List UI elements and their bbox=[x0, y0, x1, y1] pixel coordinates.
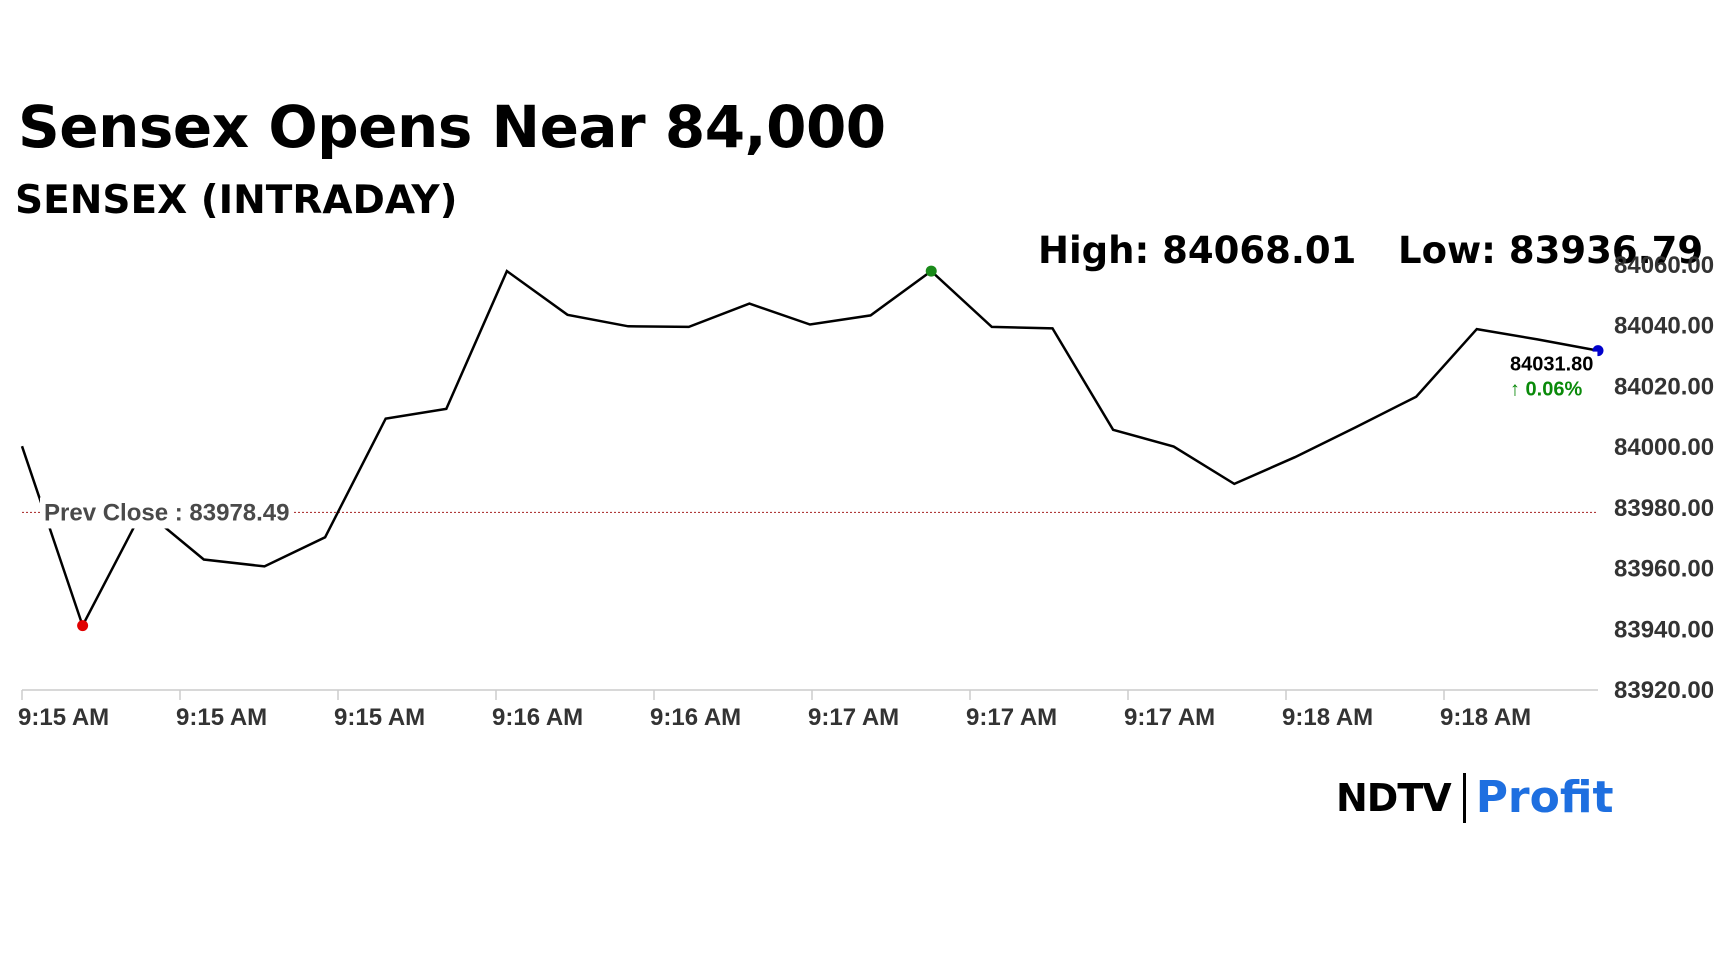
x-tick-label: 9:15 AM bbox=[334, 704, 425, 731]
x-tick-label: 9:17 AM bbox=[966, 704, 1057, 731]
last-change-label: ↑ 0.06% bbox=[1510, 379, 1582, 401]
day-high-stat: High: 84068.01 bbox=[1038, 229, 1357, 272]
price-line bbox=[20, 269, 1599, 629]
intraday-line-chart: 83920.00 83940.00 83960.00 83980.00 84000.00… bbox=[18, 252, 1714, 731]
x-tick-label: 9:15 AM bbox=[18, 704, 109, 731]
x-tick-label: 9:15 AM bbox=[176, 704, 267, 731]
y-tick-label: 83960.00 bbox=[1614, 556, 1714, 583]
x-tick-label: 9:18 AM bbox=[1282, 704, 1373, 731]
x-tick-label: 9:17 AM bbox=[1124, 704, 1215, 731]
x-tick-label: 9:16 AM bbox=[492, 704, 583, 731]
day-low-stat: Low: 83936.79 bbox=[1398, 229, 1704, 272]
last-value-box bbox=[1506, 351, 1598, 403]
logo-profit-text: Profit bbox=[1475, 772, 1614, 823]
last-value-label: 84031.80 bbox=[1510, 354, 1593, 376]
prev-close-label: Prev Close : 83978.49 bbox=[44, 499, 290, 526]
x-tick-label: 9:17 AM bbox=[808, 704, 899, 731]
axis-layer: 83920.00 83940.00 83960.00 83980.00 84000.00… bbox=[18, 252, 1714, 731]
y-tick-label: 84000.00 bbox=[1614, 434, 1714, 461]
day-low-marker bbox=[77, 620, 89, 632]
logo-divider bbox=[1462, 773, 1466, 823]
y-tick-label: 84040.00 bbox=[1614, 313, 1714, 340]
y-tick-label: 84020.00 bbox=[1614, 373, 1714, 400]
y-tick-label: 83940.00 bbox=[1614, 616, 1714, 643]
headline: Sensex Opens Near 84,000 bbox=[18, 93, 886, 161]
y-tick-label: 84060.00 bbox=[1614, 252, 1714, 279]
y-tick-label: 83980.00 bbox=[1614, 495, 1714, 522]
y-tick-label: 83920.00 bbox=[1614, 677, 1714, 704]
chart-subtitle: SENSEX (INTRADAY) bbox=[15, 178, 458, 223]
prev-close-label-bg bbox=[40, 497, 294, 529]
logo-ndtv-text: NDTV bbox=[1336, 776, 1452, 820]
x-tick-label: 9:18 AM bbox=[1440, 704, 1531, 731]
day-high-marker bbox=[925, 265, 937, 277]
ndtv-profit-logo: NDTV Profit bbox=[1336, 768, 1614, 828]
x-tick-label: 9:16 AM bbox=[650, 704, 741, 731]
